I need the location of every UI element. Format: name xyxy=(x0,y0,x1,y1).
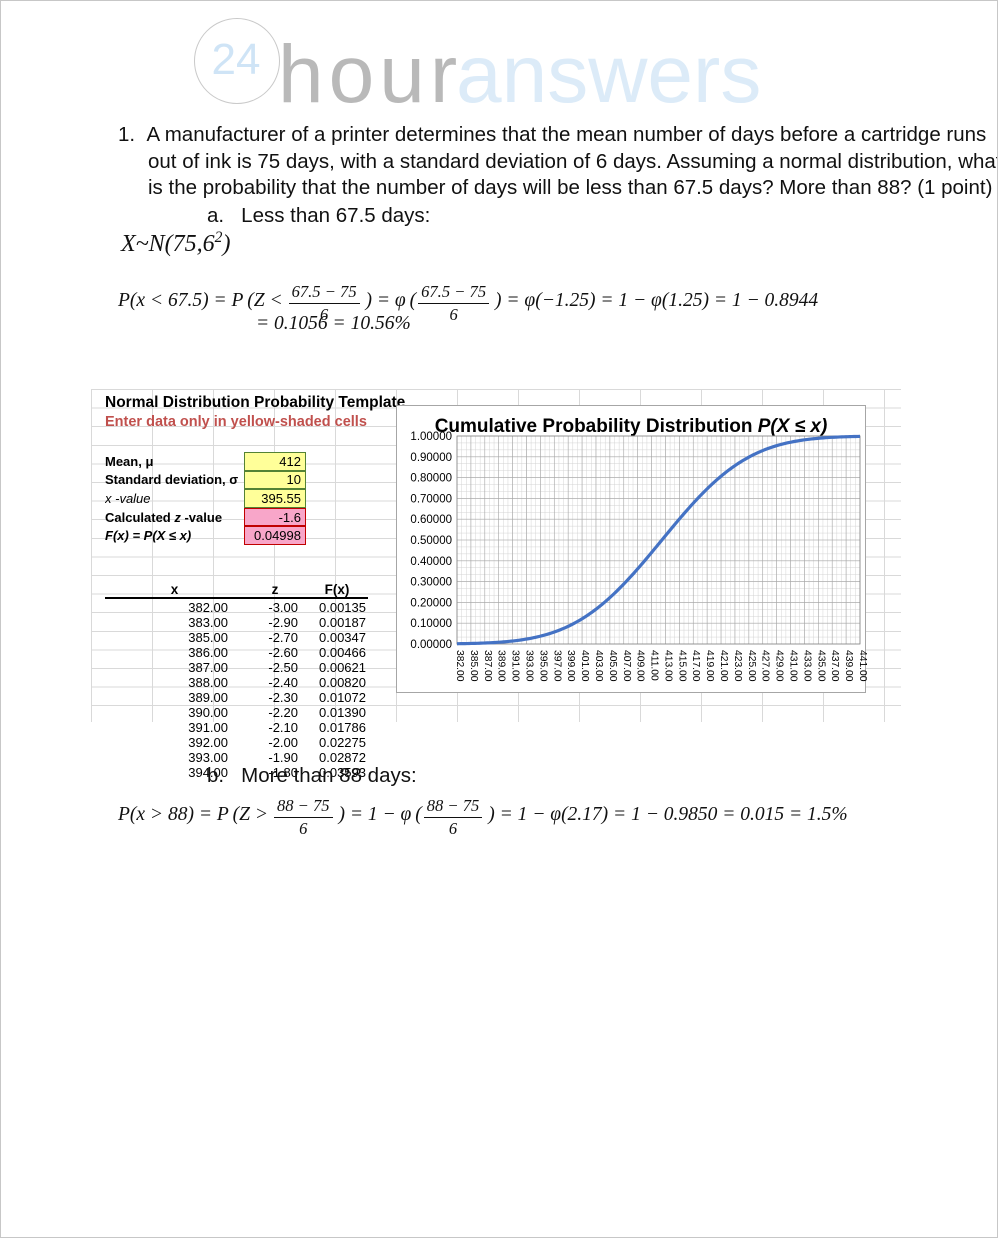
svg-text:382.00: 382.00 xyxy=(454,650,465,682)
svg-text:423.00: 423.00 xyxy=(732,650,743,682)
svg-text:421.00: 421.00 xyxy=(718,650,729,682)
svg-text:401.00: 401.00 xyxy=(579,650,590,682)
svg-text:0.10000: 0.10000 xyxy=(410,618,452,630)
svg-text:435.00: 435.00 xyxy=(815,650,826,682)
svg-text:393.00: 393.00 xyxy=(523,650,534,682)
svg-text:0.80000: 0.80000 xyxy=(410,473,452,485)
svg-text:0.90000: 0.90000 xyxy=(410,452,452,464)
svg-text:439.00: 439.00 xyxy=(843,650,854,682)
svg-text:437.00: 437.00 xyxy=(829,650,840,682)
svg-text:417.00: 417.00 xyxy=(690,650,701,682)
svg-text:0.60000: 0.60000 xyxy=(410,514,452,526)
svg-text:0.20000: 0.20000 xyxy=(410,597,452,609)
svg-text:411.00: 411.00 xyxy=(649,650,660,681)
svg-text:419.00: 419.00 xyxy=(704,650,715,682)
svg-text:403.00: 403.00 xyxy=(593,650,604,682)
svg-text:391.00: 391.00 xyxy=(510,650,521,682)
svg-text:413.00: 413.00 xyxy=(662,650,673,682)
svg-text:0.30000: 0.30000 xyxy=(410,577,452,589)
svg-text:415.00: 415.00 xyxy=(676,650,687,682)
svg-text:407.00: 407.00 xyxy=(621,650,632,682)
svg-text:405.00: 405.00 xyxy=(607,650,618,682)
svg-text:389.00: 389.00 xyxy=(496,650,507,682)
svg-text:427.00: 427.00 xyxy=(760,650,771,682)
svg-text:1.00000: 1.00000 xyxy=(410,431,452,443)
svg-text:431.00: 431.00 xyxy=(788,650,799,682)
svg-text:433.00: 433.00 xyxy=(801,650,812,682)
svg-text:385.00: 385.00 xyxy=(468,650,479,682)
svg-text:429.00: 429.00 xyxy=(774,650,785,682)
svg-text:397.00: 397.00 xyxy=(551,650,562,682)
svg-text:399.00: 399.00 xyxy=(565,650,576,682)
svg-text:0.40000: 0.40000 xyxy=(410,556,452,568)
svg-text:441.00: 441.00 xyxy=(857,650,867,682)
svg-text:425.00: 425.00 xyxy=(746,650,757,682)
svg-text:395.00: 395.00 xyxy=(537,650,548,682)
svg-text:0.00000: 0.00000 xyxy=(410,639,452,651)
svg-text:0.50000: 0.50000 xyxy=(410,535,452,547)
svg-text:409.00: 409.00 xyxy=(635,650,646,682)
svg-text:387.00: 387.00 xyxy=(482,650,493,682)
svg-text:0.70000: 0.70000 xyxy=(410,493,452,505)
